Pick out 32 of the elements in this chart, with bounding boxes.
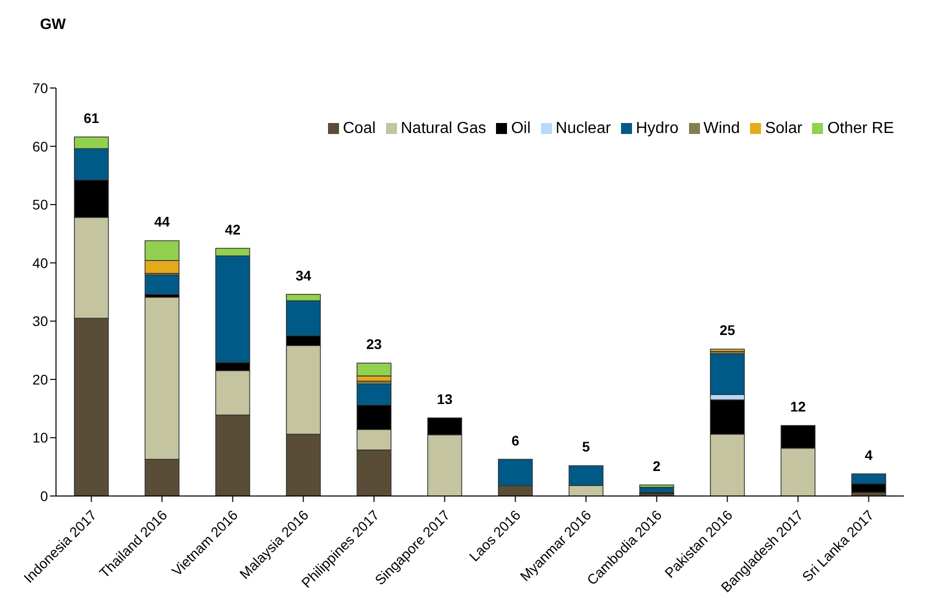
total-label: 25 [720, 322, 736, 338]
total-label: 5 [582, 438, 590, 455]
total-label: 12 [790, 398, 806, 414]
y-tick-label: 30 [32, 313, 48, 330]
y-tick-label: 20 [32, 371, 48, 388]
total-label: 23 [366, 336, 382, 352]
total-label: 13 [436, 390, 453, 407]
legend-label: Oil [511, 120, 531, 137]
y-tick-label: 70 [32, 80, 48, 96]
total-label: 34 [296, 267, 312, 284]
legend-label: Hydro [636, 120, 678, 137]
y-tick-label: 0 [40, 488, 48, 504]
y-tick-label: 10 [32, 430, 48, 446]
legend-label: Wind [704, 120, 740, 137]
total-label: 44 [154, 214, 170, 230]
total-label: 42 [224, 221, 241, 238]
total-label: 2 [652, 458, 661, 474]
legend-label: Coal [342, 120, 376, 137]
legend-label: Natural Gas [400, 120, 486, 137]
total-label: 4 [864, 446, 873, 463]
legend-label: Other RE [827, 120, 894, 137]
legend-label: Solar [764, 120, 802, 137]
bar [144, 274, 180, 295]
y-tick-label: 50 [32, 196, 48, 213]
total-label: 6 [511, 432, 520, 448]
legend-label: Nuclear [556, 120, 611, 137]
y-axis-title: GW [40, 16, 66, 33]
total-label: 61 [84, 110, 100, 126]
bar [639, 486, 674, 493]
y-tick-label: 60 [32, 138, 48, 154]
y-tick-label: 40 [32, 254, 48, 271]
bar [710, 348, 745, 352]
